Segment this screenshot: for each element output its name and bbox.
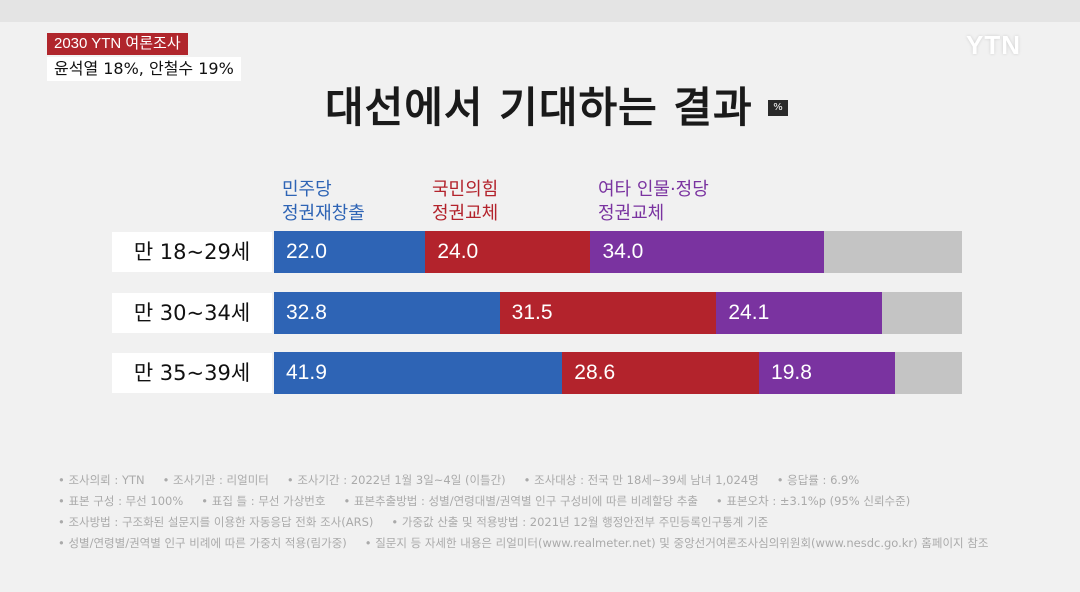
data-label: 31.5 (511, 301, 553, 324)
bar-segment (274, 231, 426, 273)
legend-label: 국민의힘 (432, 179, 499, 200)
note-item: • 표집 틀 : 무선 가상번호 (201, 494, 326, 508)
note-item: • 표본추출방법 : 성별/연령대별/권역별 인구 구성비에 따른 비례할당 추… (343, 494, 698, 508)
data-label: 19.8 (771, 361, 812, 384)
bar-segment (499, 292, 717, 334)
bar-track: 22.0 24.0 34.0 (274, 231, 962, 273)
bar-segment (562, 352, 760, 394)
bar-track: 32.8 31.5 24.1 (274, 292, 962, 334)
bar-segment (425, 231, 591, 273)
bar-segment (590, 231, 825, 273)
note-item: • 표본오차 : ±3.1%p (95% 신뢰수준) (715, 494, 911, 508)
top-bar (0, 0, 1080, 22)
legend-label: 여타 인물·정당 (598, 179, 709, 200)
note-item: • 가중값 산출 및 적용방법 : 2021년 12월 행정안전부 주민등록인구… (391, 515, 769, 529)
note-line: • 표본 구성 : 무선 100% • 표집 틀 : 무선 가상번호 • 표본추출방… (58, 491, 1058, 512)
note-item: • 조사방법 : 구조화된 설문지를 이용한 자동응답 전화 조사(ARS) (58, 515, 374, 529)
bar-segment (716, 292, 883, 334)
legend-label: 정권교체 (598, 203, 665, 224)
unit-badge: % (768, 100, 788, 116)
category-label: 만 30~34세 (112, 293, 272, 333)
bar-segment (274, 352, 563, 394)
note-line: • 조사의뢰 : YTN • 조사기관 : 리얼미터 • 조사기간 : 2022년 … (58, 470, 1058, 491)
data-label: 24.1 (728, 301, 770, 324)
headline-badge: 윤석열 18%, 안철수 19% (47, 57, 241, 81)
note-item: • 응답률 : 6.9% (776, 473, 860, 487)
ytn-logo: YTN (966, 30, 1021, 60)
note-item: • 표본 구성 : 무선 100% (58, 494, 184, 508)
chart-title: 대선에서 기대하는 결과 (325, 83, 753, 132)
data-label: 24.0 (437, 240, 479, 263)
note-line: • 조사방법 : 구조화된 설문지를 이용한 자동응답 전화 조사(ARS) • … (58, 512, 1058, 533)
data-label: 22.0 (286, 240, 327, 263)
data-label: 28.6 (574, 361, 616, 384)
data-label: 32.8 (286, 301, 327, 324)
note-item: • 질문지 등 자세한 내용은 리얼미터(www.realmeter.net) … (364, 536, 989, 550)
legend-label: 정권재창출 (282, 203, 365, 224)
bar-track: 41.9 28.6 19.8 (274, 352, 962, 394)
survey-badge: 2030 YTN 여론조사 (47, 33, 188, 55)
category-label: 만 35~39세 (112, 353, 272, 393)
data-label: 34.0 (602, 240, 644, 263)
bar-segment (759, 352, 896, 394)
note-item: • 조사기간 : 2022년 1월 3일~4일 (이틀간) (286, 473, 506, 487)
bar-segment (274, 292, 500, 334)
data-label: 41.9 (286, 361, 327, 384)
legend-label: 민주당 (282, 179, 332, 200)
note-item: • 조사의뢰 : YTN (58, 473, 145, 487)
note-item: • 조사대상 : 전국 만 18세~39세 남녀 1,024명 (523, 473, 759, 487)
note-item: • 조사기관 : 리얼미터 (162, 473, 269, 487)
note-line: • 성별/연령별/권역별 인구 비례에 따른 가중치 적용(림가중) • 질문지 … (58, 533, 1058, 554)
category-label: 만 18~29세 (112, 232, 272, 272)
note-item: • 성별/연령별/권역별 인구 비례에 따른 가중치 적용(림가중) (58, 536, 347, 550)
survey-notes: • 조사의뢰 : YTN • 조사기관 : 리얼미터 • 조사기간 : 2022년 … (58, 470, 1058, 554)
legend-label: 정권교체 (432, 203, 499, 224)
